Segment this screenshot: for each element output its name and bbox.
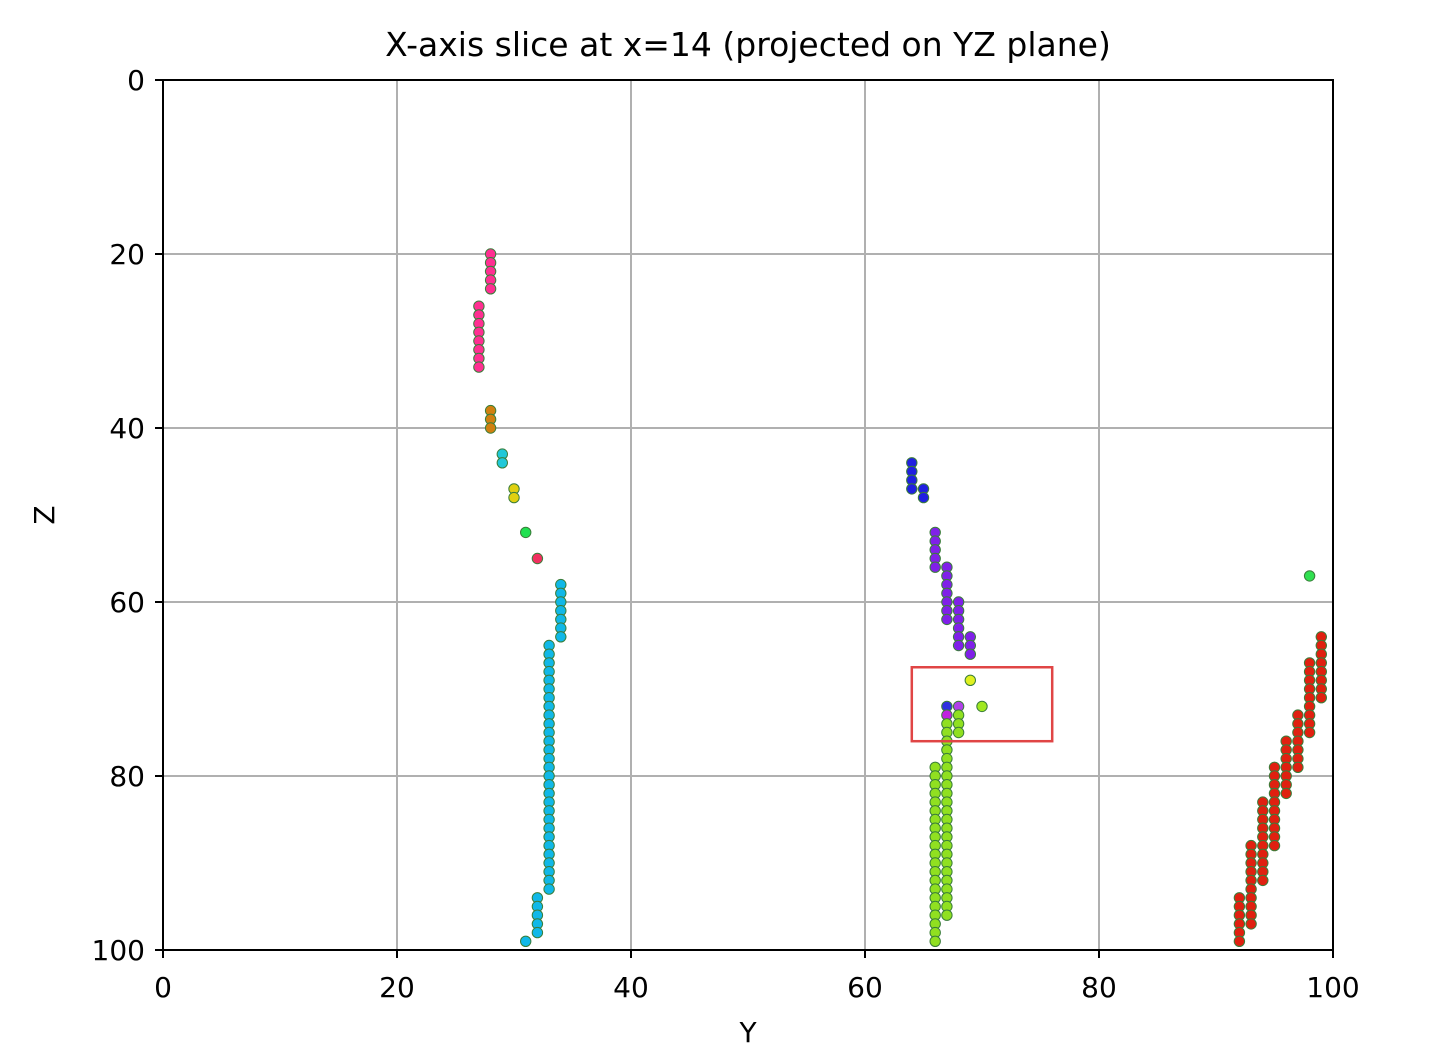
- data-point: [964, 648, 976, 660]
- data-point: [929, 561, 941, 573]
- x-axis-label: Y: [738, 1016, 757, 1049]
- plot-frame: [162, 79, 1334, 951]
- data-point: [484, 422, 497, 434]
- data-point: [941, 613, 953, 626]
- data-point: [555, 631, 567, 643]
- data-point: [1315, 692, 1328, 704]
- data-point: [929, 935, 941, 947]
- y-tick-label: 20: [109, 238, 145, 271]
- x-tick-label: 20: [379, 971, 415, 1004]
- data-point: [964, 674, 976, 686]
- y-tick-label: 0: [127, 64, 145, 97]
- data-point: [531, 926, 544, 939]
- data-point: [520, 935, 532, 947]
- x-tick-label: 0: [154, 971, 172, 1004]
- data-point: [496, 457, 508, 469]
- data-point: [1257, 874, 1269, 887]
- data-point: [484, 283, 497, 295]
- axis-ticks: 0 20 40 60 80 100 0 20 40 60 80 100: [92, 64, 1360, 1004]
- x-tick-label: 60: [847, 971, 883, 1004]
- highlight-box: [910, 666, 1054, 743]
- data-point: [1280, 787, 1292, 800]
- x-tick-label: 100: [1306, 971, 1359, 1004]
- data-points: [473, 248, 1328, 947]
- data-point: [906, 483, 918, 495]
- data-point: [473, 361, 485, 373]
- data-point: [1245, 918, 1257, 930]
- data-point: [976, 700, 988, 713]
- data-point: [1268, 839, 1281, 852]
- y-tick-label: 60: [109, 586, 145, 619]
- data-point: [1292, 761, 1304, 773]
- y-tick-label: 100: [92, 934, 145, 967]
- data-point: [531, 552, 544, 565]
- y-axis-label: Z: [28, 505, 61, 524]
- x-tick-label: 80: [1081, 971, 1117, 1004]
- x-tick-label: 40: [613, 971, 649, 1004]
- data-point: [543, 883, 555, 895]
- y-tick-label: 80: [109, 760, 145, 793]
- data-point: [1303, 570, 1316, 582]
- chart-title: X-axis slice at x=14 (projected on YZ pl…: [385, 25, 1111, 64]
- highlight-layer: [910, 666, 1054, 743]
- data-point: [508, 491, 520, 504]
- data-point: [952, 726, 965, 739]
- data-point: [1303, 726, 1316, 739]
- data-point: [1233, 935, 1246, 947]
- y-tick-label: 40: [109, 412, 145, 445]
- data-point: [520, 526, 532, 539]
- data-point: [952, 639, 965, 652]
- data-point: [941, 909, 953, 921]
- data-point: [917, 491, 930, 504]
